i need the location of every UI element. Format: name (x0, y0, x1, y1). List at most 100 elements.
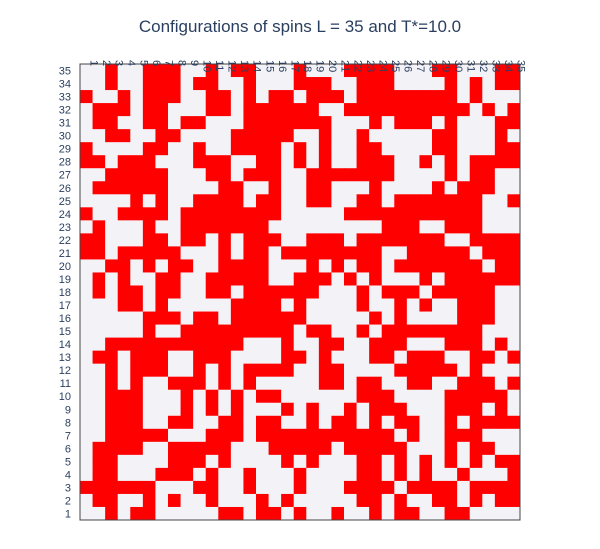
cell-11-4 (205, 467, 219, 482)
cell-4-2 (117, 493, 131, 508)
cell-8-20 (168, 259, 181, 273)
cell-31-29 (457, 142, 471, 156)
cell-35-28 (507, 155, 521, 169)
cell-25-32 (381, 103, 395, 117)
cell-32-9 (469, 402, 483, 417)
cell-21-12 (331, 363, 345, 378)
cell-9-25 (180, 194, 194, 208)
cell-22-29 (344, 142, 357, 156)
y-tick-label: 3 (65, 482, 71, 494)
x-tick-label: 17 (288, 60, 300, 72)
cell-7-13 (155, 350, 169, 365)
cell-12-19 (218, 272, 232, 286)
cell-6-25 (142, 194, 156, 208)
cell-21-24 (331, 207, 345, 221)
x-tick-label: 1 (87, 60, 99, 66)
cell-31-22 (457, 233, 471, 247)
x-tick-label: 2 (100, 60, 112, 66)
cell-7-35 (155, 64, 169, 78)
cell-33-22 (482, 233, 496, 247)
cell-23-31 (356, 116, 370, 130)
cell-12-30 (218, 129, 232, 143)
cell-1-20 (80, 259, 93, 273)
cell-6-7 (142, 428, 156, 443)
cell-14-18 (243, 285, 257, 299)
cell-9-15 (180, 324, 194, 338)
cell-18-12 (293, 363, 307, 378)
cell-7-14 (155, 337, 169, 352)
x-tick-label: 33 (490, 60, 502, 72)
cell-8-11 (168, 376, 181, 391)
cell-11-21 (205, 246, 219, 260)
cell-2-30 (92, 129, 106, 143)
cell-7-7 (155, 428, 169, 443)
cell-7-9 (155, 402, 169, 417)
x-tick-label: 14 (251, 60, 263, 72)
cell-21-10 (331, 389, 345, 404)
cell-28-3 (419, 480, 433, 495)
cell-6-11 (142, 376, 156, 391)
cell-34-3 (494, 480, 508, 495)
cell-26-29 (394, 142, 408, 156)
cell-35-20 (507, 259, 521, 273)
cell-28-21 (419, 246, 433, 260)
cell-35-2 (507, 493, 521, 508)
cell-26-27 (394, 168, 408, 182)
cell-22-4 (344, 467, 357, 482)
cell-16-28 (268, 155, 282, 169)
cell-19-10 (306, 389, 320, 404)
cell-21-17 (331, 298, 345, 312)
y-tick-label: 4 (65, 469, 71, 481)
cell-1-23 (80, 220, 93, 234)
cell-28-1 (419, 506, 433, 521)
cell-19-22 (306, 233, 320, 247)
cell-15-28 (256, 155, 269, 169)
y-tick-label: 29 (59, 144, 71, 156)
cell-15-16 (256, 311, 269, 325)
cell-24-14 (369, 337, 383, 352)
cell-27-8 (406, 415, 420, 430)
cell-3-33 (105, 90, 119, 104)
cell-31-27 (457, 168, 471, 182)
cell-12-2 (218, 493, 232, 508)
cell-25-29 (381, 142, 395, 156)
cell-35-3 (507, 480, 521, 495)
cell-3-2 (105, 493, 119, 508)
cell-27-3 (406, 480, 420, 495)
cell-1-17 (80, 298, 93, 312)
cell-8-26 (168, 181, 181, 195)
cell-10-23 (193, 220, 207, 234)
cell-35-4 (507, 467, 521, 482)
cell-8-17 (168, 298, 181, 312)
cell-7-22 (155, 233, 169, 247)
cell-35-19 (507, 272, 521, 286)
cell-9-30 (180, 129, 194, 143)
y-tick-label: 27 (59, 170, 71, 182)
cell-27-24 (406, 207, 420, 221)
cell-8-35 (168, 64, 181, 78)
cell-31-34 (457, 77, 471, 91)
cell-4-11 (117, 376, 131, 391)
cell-21-11 (331, 376, 345, 391)
cell-33-9 (482, 402, 496, 417)
y-tick-label: 10 (59, 391, 71, 403)
cell-22-23 (344, 220, 357, 234)
cell-9-18 (180, 285, 194, 299)
cell-10-1 (193, 506, 207, 521)
cell-11-24 (205, 207, 219, 221)
cell-1-34 (80, 77, 93, 91)
x-tick-label: 27 (414, 60, 426, 72)
cell-22-16 (344, 311, 357, 325)
cell-3-29 (105, 142, 119, 156)
cell-25-3 (381, 480, 395, 495)
cell-4-28 (117, 155, 131, 169)
cell-34-32 (494, 103, 508, 117)
cell-29-8 (432, 415, 445, 430)
cell-17-21 (281, 246, 295, 260)
cell-19-28 (306, 155, 320, 169)
cell-29-18 (432, 285, 445, 299)
cell-27-4 (406, 467, 420, 482)
cell-5-30 (130, 129, 144, 143)
cell-23-17 (356, 298, 370, 312)
cell-26-34 (394, 77, 408, 91)
